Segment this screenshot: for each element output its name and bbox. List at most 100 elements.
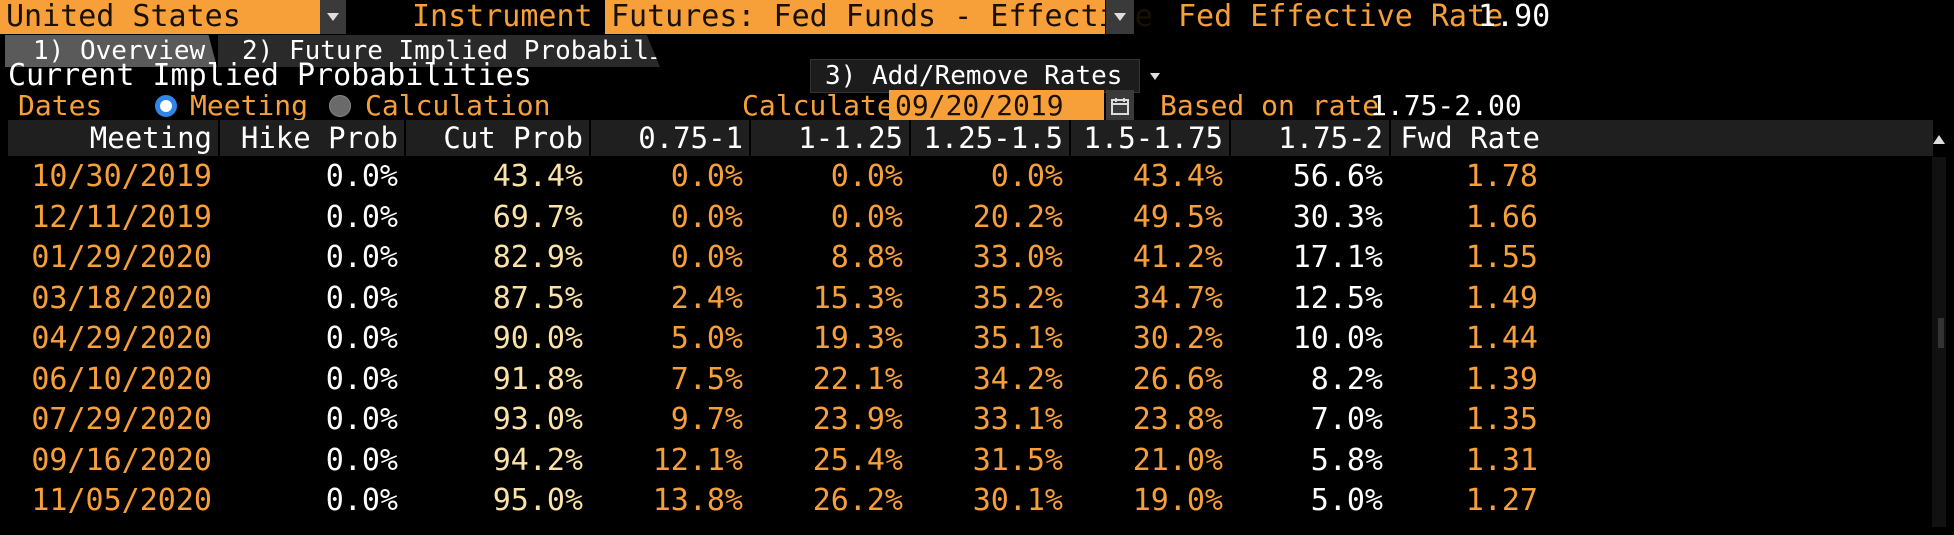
cell-cut-prob: 95.0% — [492, 483, 583, 518]
cell-meeting: 07/29/2020 — [31, 402, 212, 437]
cell-cut-prob: 82.9% — [492, 240, 583, 275]
table-row[interactable]: 11/05/2020 0.0% 95.0% 13.8% 26.2% 30.1% 19.0% 5… — [8, 482, 1933, 520]
cell-1-75-2: 10.0% — [1292, 321, 1383, 356]
calendar-button[interactable] — [1106, 90, 1134, 122]
column-header-fwd-rate[interactable]: Fwd Rate — [1400, 121, 1540, 155]
column-header-meeting[interactable]: Meeting — [8, 120, 220, 156]
table-row[interactable]: 12/11/2019 0.0% 69.7% 0.0% 0.0% 20.2% 49.5% 30.… — [8, 199, 1933, 237]
cell-cut-prob: 94.2% — [492, 442, 583, 478]
cell-1-1-25: 23.9% — [812, 402, 903, 437]
table-body: 10/30/2019 0.0% 43.4% 0.0% 0.0% 0.0% 43.4% 56.6… — [0, 158, 1954, 528]
add-remove-rates-label: 3) Add/Remove Rates — [825, 61, 1123, 91]
tab-future-implied-probability[interactable]: 2) Future Implied Probability — [218, 35, 660, 67]
cell-meeting: 09/16/2020 — [31, 442, 212, 478]
cell-1-5-1-75: 30.2% — [1132, 321, 1223, 356]
calculation-option-label[interactable]: Calculation — [365, 89, 551, 122]
scroll-up-button[interactable] — [1932, 124, 1946, 154]
meeting-option-label[interactable]: Meeting — [190, 89, 309, 122]
column-header-0-75-1[interactable]: 0.75-1 — [591, 120, 751, 156]
column-header-hike-prob[interactable]: Hike Prob — [220, 120, 406, 156]
cell-1-5-1-75: 49.5% — [1132, 199, 1223, 235]
cell-0-75-1: 13.8% — [652, 483, 743, 518]
scroll-up-arrow-icon — [1933, 134, 1945, 144]
cell-1-1-25: 0.0% — [830, 199, 903, 235]
cell-1-25-1-5: 34.2% — [972, 361, 1063, 397]
cell-1-25-1-5: 35.1% — [972, 321, 1063, 356]
cell-fwd-rate: 1.39 — [1465, 361, 1538, 397]
cell-cut-prob: 90.0% — [492, 321, 583, 356]
cell-cut-prob: 87.5% — [492, 280, 583, 316]
calculation-radio[interactable] — [329, 95, 351, 117]
tab-future-label: 2) Future Implied Probability — [242, 36, 696, 66]
instrument-select[interactable]: Futures: Fed Funds - Effective — [605, 0, 1153, 34]
table-row[interactable]: 03/18/2020 0.0% 87.5% 2.4% 15.3% 35.2% 34.7% 12… — [8, 280, 1933, 318]
tab-overview[interactable]: 1) Overview — [5, 35, 217, 67]
cell-meeting: 10/30/2019 — [31, 159, 212, 194]
cell-meeting: 04/29/2020 — [31, 321, 212, 356]
scrollbar-thumb[interactable] — [1938, 318, 1944, 348]
table-row[interactable]: 06/10/2020 0.0% 91.8% 7.5% 22.1% 34.2% 26.6% 8.… — [8, 361, 1933, 399]
chevron-down-icon — [327, 13, 339, 21]
cell-1-25-1-5: 33.0% — [972, 240, 1063, 275]
column-header-1-75-2[interactable]: 1.75-2 — [1231, 120, 1391, 156]
cell-cut-prob: 69.7% — [492, 199, 583, 235]
tab-overview-label: 1) Overview — [33, 36, 206, 66]
column-header-cut-prob[interactable]: Cut Prob — [406, 120, 591, 156]
country-dropdown-button[interactable] — [320, 0, 346, 34]
cell-meeting: 03/18/2020 — [31, 280, 212, 316]
country-select[interactable]: United States — [0, 0, 320, 34]
table-row[interactable]: 01/29/2020 0.0% 82.9% 0.0% 8.8% 33.0% 41.2% 17.… — [8, 239, 1933, 277]
cell-fwd-rate: 1.27 — [1465, 483, 1538, 518]
table-row[interactable]: 09/16/2020 0.0% 94.2% 12.1% 25.4% 31.5% 21.0% 5… — [8, 442, 1933, 480]
cell-0-75-1: 9.7% — [670, 402, 743, 437]
calculated-date-input[interactable]: 09/20/2019 — [889, 90, 1104, 122]
cell-fwd-rate: 1.49 — [1465, 280, 1538, 316]
cell-hike-prob: 0.0% — [325, 280, 398, 316]
cell-1-5-1-75: 23.8% — [1132, 402, 1223, 437]
cell-0-75-1: 2.4% — [670, 280, 743, 316]
calculated-label: Calculated — [742, 89, 911, 122]
column-header-1-25-1-5[interactable]: 1.25-1.5 — [911, 120, 1071, 156]
table-header: Meeting Hike Prob Cut Prob 0.75-1 1-1.25… — [8, 120, 1933, 156]
cell-meeting: 06/10/2020 — [31, 361, 212, 397]
cell-hike-prob: 0.0% — [325, 240, 398, 275]
column-header-1-1-25[interactable]: 1-1.25 — [751, 120, 911, 156]
instrument-label: Instrument — [412, 0, 593, 34]
table-row[interactable]: 10/30/2019 0.0% 43.4% 0.0% 0.0% 0.0% 43.4% 56.6… — [8, 158, 1933, 196]
section-title: Current Implied Probabilities — [8, 58, 532, 93]
cell-1-25-1-5: 0.0% — [990, 159, 1063, 194]
cell-1-75-2: 56.6% — [1292, 159, 1383, 194]
instrument-dropdown-button[interactable] — [1106, 0, 1134, 34]
cell-0-75-1: 0.0% — [670, 240, 743, 275]
country-value: United States — [6, 0, 241, 34]
instrument-value: Futures: Fed Funds - Effective — [611, 0, 1153, 34]
based-on-rate-label: Based on rate — [1160, 89, 1380, 122]
add-remove-rates-button[interactable]: 3) Add/Remove Rates — [810, 59, 1161, 93]
table-row[interactable]: 07/29/2020 0.0% 93.0% 9.7% 23.9% 33.1% 23.8% 7.… — [8, 401, 1933, 439]
fed-rate-value: 1.90 — [1478, 0, 1551, 34]
cell-fwd-rate: 1.66 — [1465, 199, 1538, 235]
cell-1-1-25: 0.0% — [830, 159, 903, 194]
cell-meeting: 12/11/2019 — [31, 199, 212, 235]
cell-1-1-25: 19.3% — [812, 321, 903, 356]
table-row[interactable]: 04/29/2020 0.0% 90.0% 5.0% 19.3% 35.1% 30.2% 10… — [8, 320, 1933, 358]
cell-1-25-1-5: 35.2% — [972, 280, 1063, 316]
cell-cut-prob: 91.8% — [492, 361, 583, 397]
cell-1-1-25: 8.8% — [830, 240, 903, 275]
cell-1-75-2: 8.2% — [1310, 361, 1383, 397]
column-header-1-5-1-75[interactable]: 1.5-1.75 — [1071, 120, 1231, 156]
cell-1-25-1-5: 33.1% — [972, 402, 1063, 437]
cell-0-75-1: 7.5% — [670, 361, 743, 397]
cell-1-1-25: 15.3% — [812, 280, 903, 316]
cell-1-5-1-75: 34.7% — [1132, 280, 1223, 316]
cell-fwd-rate: 1.35 — [1465, 402, 1538, 437]
cell-1-1-25: 26.2% — [812, 483, 903, 518]
cell-meeting: 11/05/2020 — [31, 483, 212, 518]
cell-cut-prob: 93.0% — [492, 402, 583, 437]
meeting-radio[interactable] — [155, 95, 177, 117]
cell-0-75-1: 0.0% — [670, 159, 743, 194]
cell-1-5-1-75: 41.2% — [1132, 240, 1223, 275]
cell-fwd-rate: 1.31 — [1465, 442, 1538, 478]
cell-hike-prob: 0.0% — [325, 321, 398, 356]
cell-1-5-1-75: 26.6% — [1132, 361, 1223, 397]
